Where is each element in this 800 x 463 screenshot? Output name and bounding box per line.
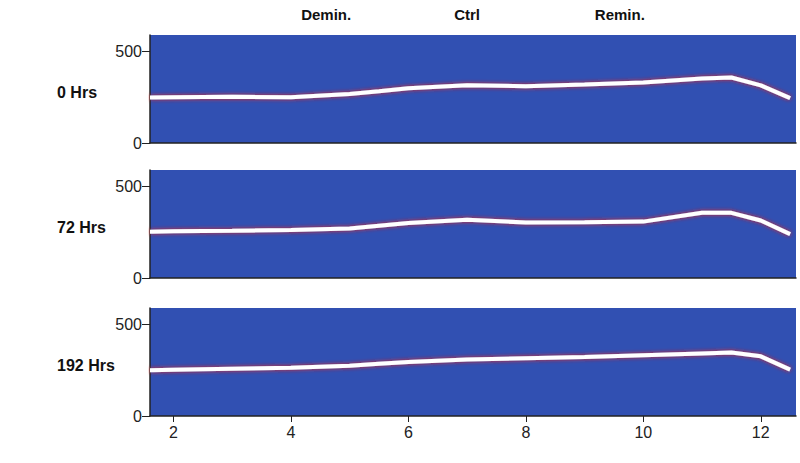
svg-text:Ctrl: Ctrl <box>454 6 480 23</box>
svg-text:12: 12 <box>752 424 770 441</box>
svg-text:0: 0 <box>133 135 142 152</box>
svg-text:8: 8 <box>521 424 530 441</box>
svg-text:0: 0 <box>133 408 142 425</box>
svg-text:2: 2 <box>169 424 178 441</box>
svg-text:500: 500 <box>115 178 142 195</box>
svg-text:0 Hrs: 0 Hrs <box>57 84 97 101</box>
svg-text:Demin.: Demin. <box>301 6 351 23</box>
svg-text:500: 500 <box>115 316 142 333</box>
svg-text:0: 0 <box>133 270 142 287</box>
svg-text:192 Hrs: 192 Hrs <box>57 357 115 374</box>
svg-text:72 Hrs: 72 Hrs <box>57 219 106 236</box>
svg-text:4: 4 <box>286 424 295 441</box>
svg-text:Remin.: Remin. <box>595 6 645 23</box>
svg-text:6: 6 <box>404 424 413 441</box>
svg-text:500: 500 <box>115 43 142 60</box>
svg-text:10: 10 <box>634 424 652 441</box>
